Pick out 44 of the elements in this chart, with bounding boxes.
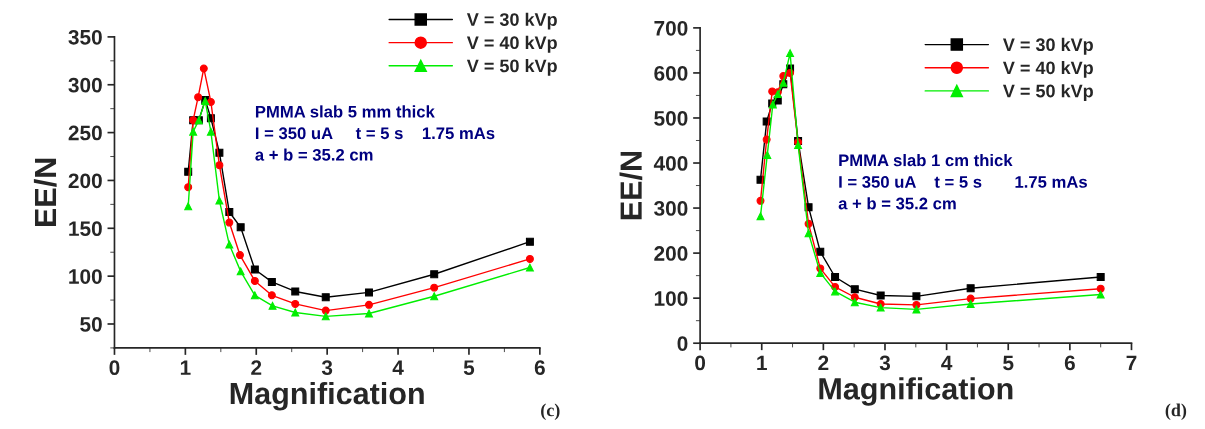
text: (d) — [1165, 403, 1187, 420]
y-tick-label: 200 — [654, 246, 688, 261]
text: (c) — [541, 403, 560, 420]
y-tick-label: 600 — [654, 65, 688, 81]
legend-label: V = 30 kVp — [1002, 37, 1093, 55]
x-tick-label: 0 — [109, 360, 120, 376]
x-tick-label: 3 — [879, 355, 891, 371]
y-tick-label: 300 — [68, 77, 102, 93]
annotation: PMMA slab 5 mm thick I = 350 uA t = 5 s 1.75 mAs a + b = 35.2 cm — [255, 105, 495, 161]
y-tick-label: 500 — [654, 110, 688, 126]
y-tick-label: 50 — [80, 317, 102, 332]
x-tick-label: 2 — [251, 360, 262, 375]
y-tick-label: 250 — [68, 125, 102, 141]
y-tick-label: 350 — [68, 29, 102, 45]
legend-label: V = 50 kVp — [466, 59, 557, 76]
x-tick-label: 5 — [1003, 355, 1014, 371]
x-axis-title: Magnification — [230, 381, 424, 411]
y-tick-label: 0 — [677, 336, 688, 351]
x-tick-label: 0 — [695, 355, 706, 371]
x-tick-label: 4 — [392, 360, 404, 375]
y-tick-label: 100 — [69, 269, 102, 284]
y-tick-label: 150 — [69, 221, 102, 237]
y-tick-label: 100 — [654, 291, 688, 306]
y-tick-label: 400 — [653, 156, 688, 171]
x-axis-title: Magnification — [819, 377, 1013, 406]
x-tick-label: 1 — [180, 360, 191, 375]
y-tick-label: 300 — [654, 201, 688, 216]
x-tick-label: 5 — [463, 360, 475, 376]
x-tick-label: 3 — [321, 360, 333, 376]
y-tick-label: 700 — [654, 20, 688, 36]
y-axis-title: EE/N — [33, 158, 57, 227]
legend-label: V = 40 kVp — [466, 35, 557, 53]
legend-label: V = 50 kVp — [1002, 84, 1093, 101]
x-tick-label: 6 — [1064, 355, 1075, 371]
x-tick-label: 2 — [818, 355, 829, 371]
legend-label: V = 40 kVp — [1002, 60, 1093, 78]
y-tick-label: 200 — [68, 173, 102, 189]
annotation: PMMA slab 1 cm thick I = 350 uA t = 5 s 1.75 mAs a + b = 35.2 cm — [838, 154, 1087, 210]
x-tick-label: 7 — [1126, 355, 1137, 371]
x-tick-label: 6 — [534, 360, 545, 376]
x-tick-label: 4 — [941, 355, 953, 371]
x-tick-label: 1 — [757, 355, 767, 371]
y-axis-title: EE/N — [619, 151, 643, 220]
legend-label: V = 30 kVp — [466, 12, 557, 30]
